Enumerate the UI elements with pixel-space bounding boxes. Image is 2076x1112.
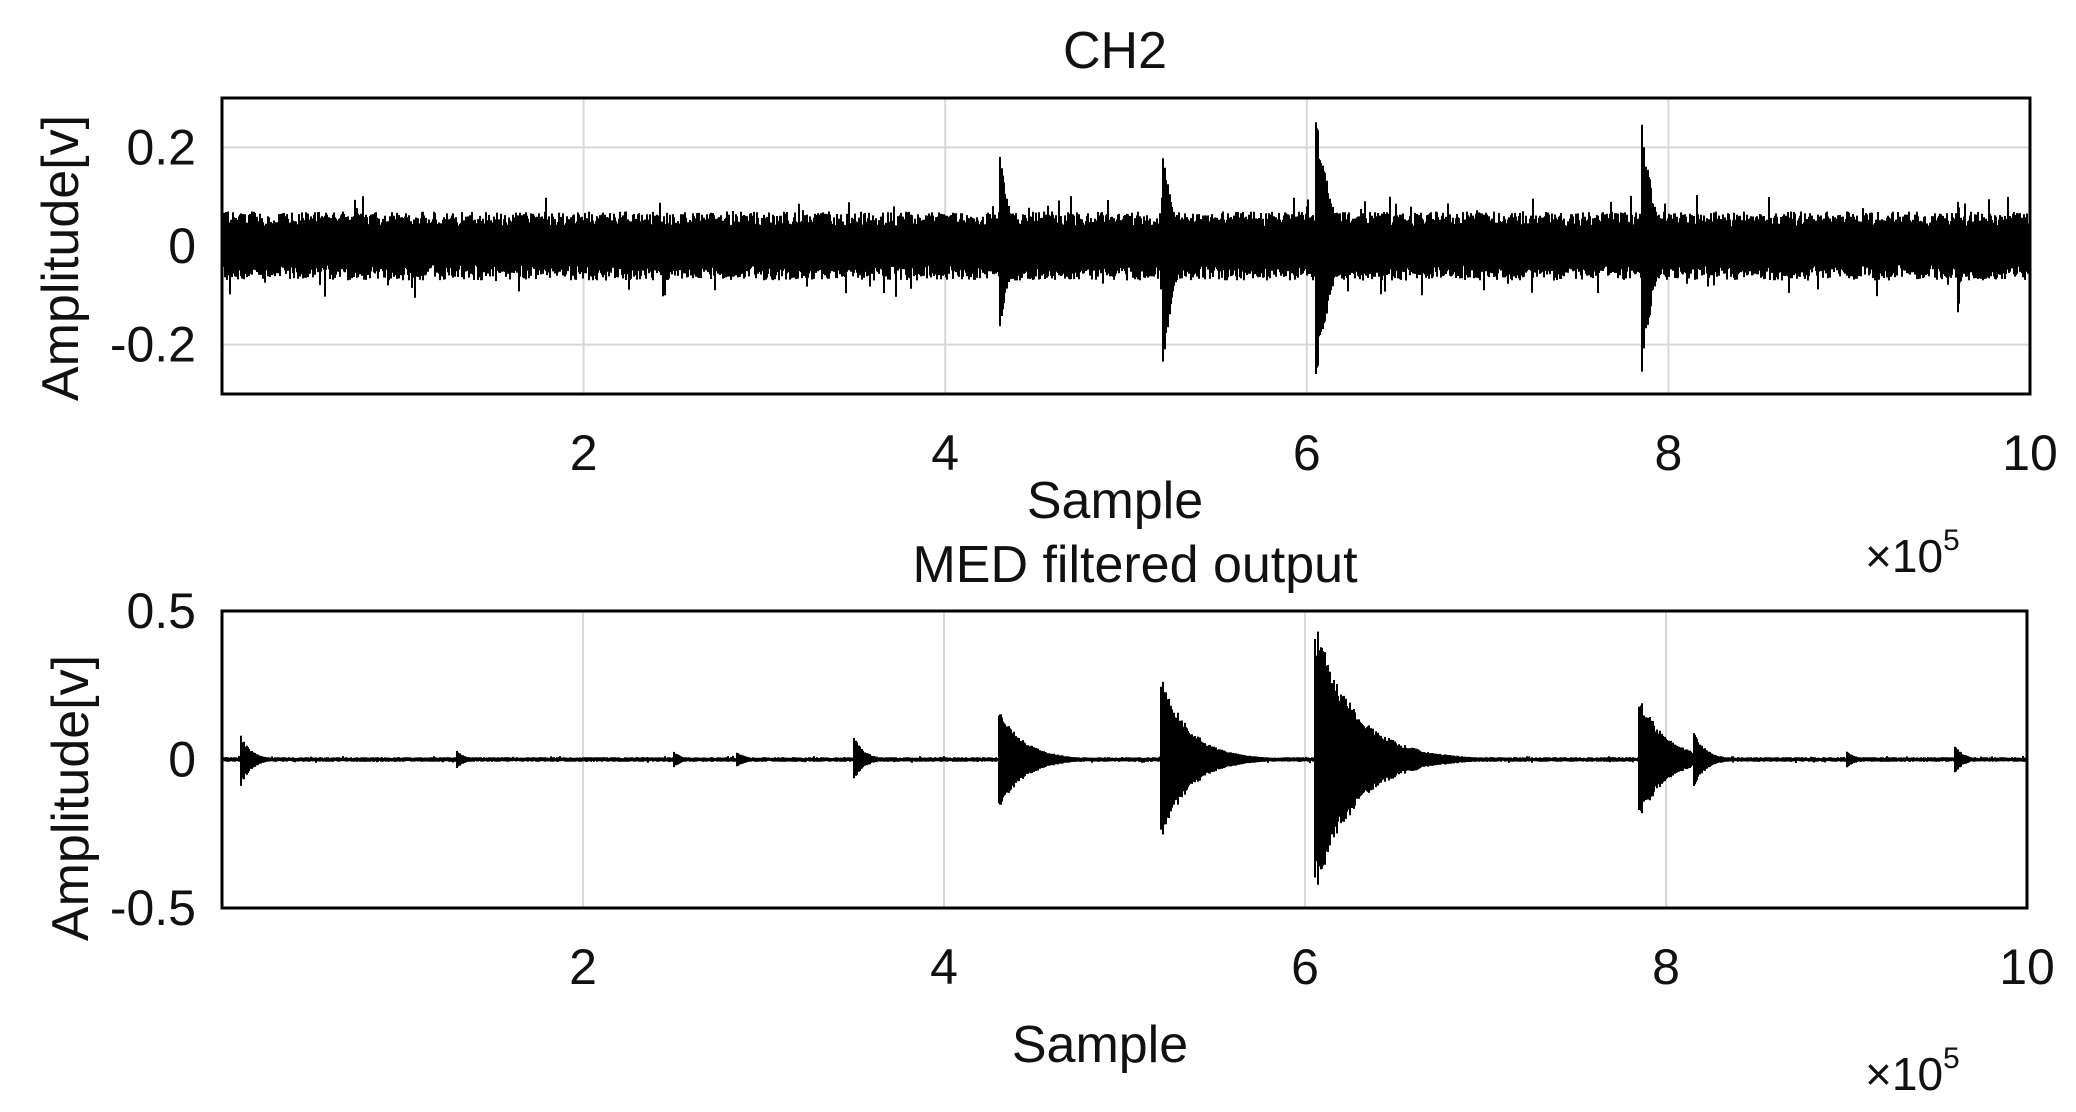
y-tick-label: -0.2 — [110, 317, 196, 373]
x-tick-labels: 2 4 6 8 10 — [570, 425, 2058, 481]
x-tick-label: 4 — [931, 425, 959, 481]
y-tick-labels: 0.5 0 -0.5 — [110, 583, 196, 936]
plot-frame — [220, 96, 2032, 396]
y-axis-label: Amplitude[v] — [32, 115, 90, 401]
multiplier-exponent: 5 — [1943, 524, 1960, 557]
y-axis-label: Amplitude[v] — [42, 655, 100, 941]
y-tick-label: 0 — [168, 732, 196, 788]
waveform-trace — [222, 631, 2026, 885]
chart-title: CH2 — [1063, 22, 1167, 80]
x-tick-labels: 2 4 6 8 10 — [569, 939, 2055, 995]
multiplier-base: ×10 — [1865, 1048, 1943, 1100]
x-axis-label: Sample — [1027, 472, 1203, 530]
x-tick-label: 6 — [1291, 939, 1319, 995]
y-tick-label: -0.5 — [110, 880, 196, 936]
x-tick-label: 8 — [1654, 425, 1682, 481]
plot-frame — [220, 609, 2029, 910]
x-tick-label: 2 — [569, 939, 597, 995]
chart-title: MED filtered output — [912, 536, 1358, 594]
x-tick-label: 8 — [1652, 939, 1680, 995]
chart-med-filtered: MED filtered output 0.5 0 -0.5 2 4 6 8 10 Samp… — [42, 536, 2055, 1100]
y-tick-label: 0.2 — [126, 119, 196, 175]
series-line — [222, 631, 2026, 885]
y-tick-label: 0 — [168, 218, 196, 274]
x-tick-label: 2 — [570, 425, 598, 481]
series-line — [222, 122, 2029, 374]
chart-ch2: CH2 0.20-0.2 2 4 6 8 10 Sample Amplitude[v] … — [32, 22, 2058, 582]
multiplier-base: ×10 — [1865, 530, 1943, 582]
x-tick-label: 6 — [1293, 425, 1321, 481]
y-tick-labels: 0.2 0 -0.2 — [110, 119, 196, 372]
x-tick-label: 10 — [1999, 939, 2055, 995]
x-tick-label: 4 — [930, 939, 958, 995]
y-tick-label: 0.5 — [126, 583, 196, 639]
x-axis-multiplier: ×105 — [1865, 524, 1960, 582]
x-axis-label: Sample — [1012, 1016, 1188, 1074]
multiplier-exponent: 5 — [1943, 1042, 1960, 1075]
waveform-trace — [222, 122, 2029, 374]
x-axis-multiplier: ×105 — [1865, 1042, 1960, 1100]
x-tick-label: 10 — [2002, 425, 2058, 481]
